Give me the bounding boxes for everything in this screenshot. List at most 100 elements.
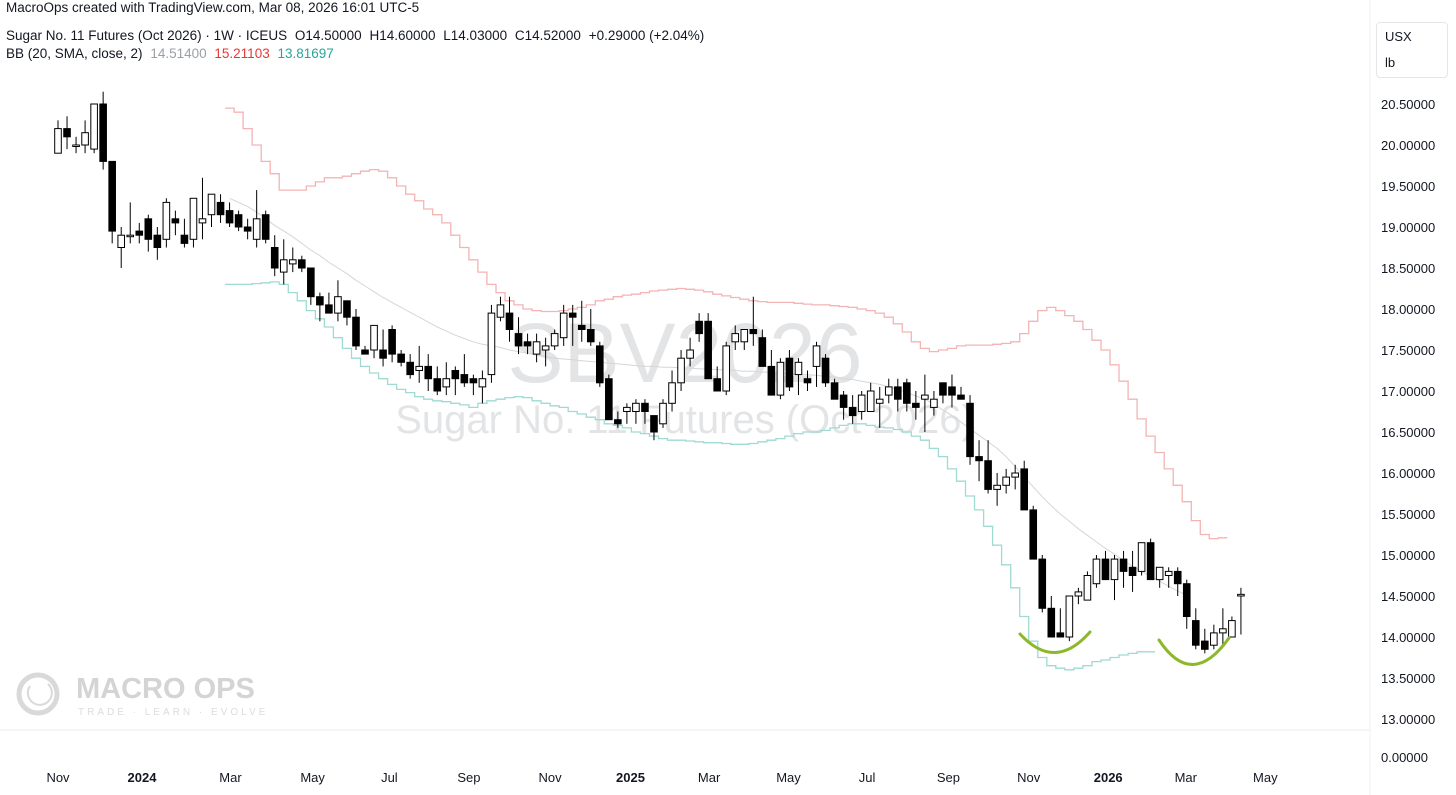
candle-down <box>523 333 532 355</box>
candle-down <box>577 300 586 342</box>
time-tick-label: 2025 <box>616 770 645 785</box>
candle-up <box>794 358 803 396</box>
price-tick-label: 14.50000 <box>1381 589 1435 604</box>
candle-down <box>848 395 857 424</box>
candle-up <box>930 391 938 416</box>
candle-up <box>252 190 261 248</box>
candle-up <box>1228 616 1236 638</box>
time-tick-label: May <box>1253 770 1278 785</box>
candle-down <box>1101 550 1110 581</box>
candle-up <box>857 391 866 420</box>
candle-down <box>641 399 649 424</box>
price-tick-label: 15.00000 <box>1381 548 1435 563</box>
candle-down <box>903 378 911 412</box>
bb-label[interactable]: BB (20, SMA, close, 2) <box>6 46 143 61</box>
candle-up <box>198 177 207 240</box>
logo-tagline: TRADE · LEARN · EVOLVE <box>78 707 268 718</box>
candle-down <box>171 210 180 236</box>
price-tick-label: 19.50000 <box>1381 179 1435 194</box>
candle-down <box>424 354 433 391</box>
candle-up <box>1074 587 1083 605</box>
time-tick-label: 2026 <box>1094 770 1123 785</box>
symbol-title[interactable]: Sugar No. 11 Futures (Oct 2026) · 1W · I… <box>6 28 288 43</box>
candle-up <box>496 296 505 322</box>
candle-down <box>99 91 107 170</box>
currency-label[interactable]: USX <box>1385 29 1412 44</box>
price-tick-label: 16.00000 <box>1381 466 1435 481</box>
ohlc-low: L14.03000 <box>443 28 508 43</box>
price-tick-label: 17.00000 <box>1381 384 1435 399</box>
candle-down <box>830 378 839 400</box>
candle-up <box>442 362 451 396</box>
unit-label[interactable]: lb <box>1385 55 1396 70</box>
candle-up <box>1092 555 1101 588</box>
candle-down <box>1128 550 1137 592</box>
ohlc-change: +0.29000 (+2.04%) <box>588 28 705 43</box>
candle-up <box>632 399 640 424</box>
candle-up <box>776 358 785 400</box>
candle-down <box>785 350 794 391</box>
candle-down <box>343 300 351 326</box>
candle-down <box>433 366 442 396</box>
candle-down <box>325 292 333 314</box>
bb-lower-value: 13.81697 <box>277 46 334 61</box>
candle-down <box>469 374 478 396</box>
candle-down <box>298 255 306 273</box>
candle-up <box>1155 566 1164 588</box>
candle-down <box>135 222 144 244</box>
candle-down <box>605 374 613 421</box>
candle-down <box>514 317 523 355</box>
candle-up <box>1002 468 1010 494</box>
time-tick-label: May <box>300 770 325 785</box>
time-axis[interactable]: Nov 2024 Mar May Jul Sep Nov 2025 Mar May Jul Sep No… <box>46 770 1278 785</box>
candle-up <box>207 193 216 227</box>
candle-up <box>90 103 98 154</box>
ohlc-open: O14.50000 <box>294 28 362 43</box>
watermark-description: Sugar No. 11 Futures (Oct 2026) <box>395 398 975 442</box>
candle-down <box>1119 550 1128 588</box>
price-tick-label: 17.50000 <box>1381 343 1435 358</box>
double-bottom-pattern <box>1018 630 1231 666</box>
candle-down <box>614 411 622 428</box>
candle-up <box>1083 571 1092 601</box>
candle-up <box>686 337 694 367</box>
candle-down <box>243 218 252 240</box>
candle-down <box>270 235 279 277</box>
candle-up <box>1110 555 1119 601</box>
candle-down <box>361 345 369 355</box>
candle-down <box>912 391 920 420</box>
candle-up <box>677 350 685 391</box>
price-axis[interactable]: 20.50000 20.00000 19.50000 19.00000 18.50000… <box>1381 97 1435 765</box>
candle-down <box>108 160 116 244</box>
time-tick-label: 2024 <box>128 770 158 785</box>
candle-up <box>659 399 667 428</box>
candle-down <box>307 267 315 305</box>
candle-down <box>821 354 830 387</box>
time-tick-label: Mar <box>1175 770 1198 785</box>
currency-unit-box[interactable]: USX lb <box>1376 22 1448 78</box>
time-tick-label: Sep <box>457 770 480 785</box>
candle-up <box>1237 587 1245 635</box>
candle-down <box>948 374 956 408</box>
legend-main[interactable]: Sugar No. 11 Futures (Oct 2026) · 1W · I… <box>6 28 704 43</box>
ohlc-high: H14.60000 <box>369 28 436 43</box>
candle-down <box>225 202 234 227</box>
time-tick-label: Jul <box>381 770 398 785</box>
candle-down <box>505 296 514 342</box>
legend-bb[interactable]: BB (20, SMA, close, 2) 14.51400 15.21103… <box>6 46 334 61</box>
bb-upper-line <box>225 107 1228 540</box>
logo-name: MACRO OPS <box>76 673 255 705</box>
candle-up <box>279 239 288 285</box>
candle-down <box>957 386 965 400</box>
candle-up <box>740 329 749 350</box>
candle-up <box>623 403 631 424</box>
candle-down <box>596 341 604 387</box>
candle-down <box>316 292 324 322</box>
time-tick-label: Nov <box>1017 770 1041 785</box>
logo-ring-inner-icon <box>26 683 53 706</box>
candle-up <box>722 341 731 396</box>
candle-down <box>704 313 712 380</box>
candle-up <box>884 378 893 404</box>
candles <box>54 91 1245 654</box>
